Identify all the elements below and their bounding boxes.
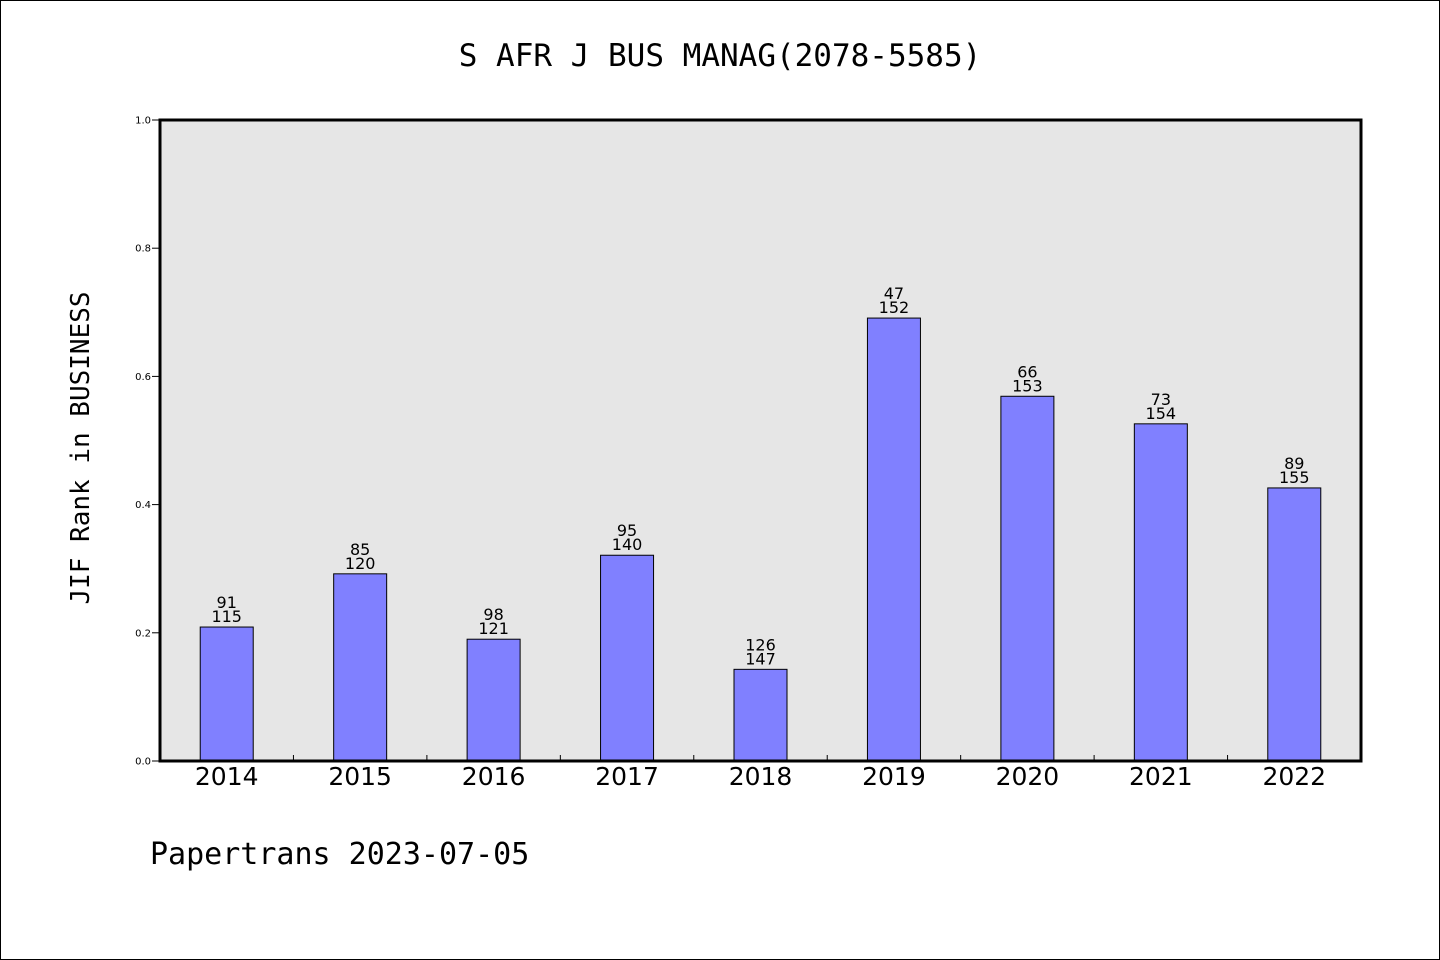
axis-ticks: 2014 2015 2016 2017 2018 2019 2020 2021 2022 0.0 0… <box>135 116 1326 792</box>
y-tick-label-0.6: 0.6 <box>135 372 151 383</box>
data-label-total-2014: 115 <box>211 607 242 626</box>
y-axis-label: JIF Rank in BUSINESS <box>66 291 96 604</box>
data-label-total-2018: 147 <box>745 649 776 668</box>
x-tick-label-2015: 2015 <box>328 762 392 791</box>
x-tick-label-2022: 2022 <box>1262 762 1326 791</box>
data-label-total-2017: 140 <box>612 535 643 554</box>
y-tick-label-0.0: 0.0 <box>135 757 151 768</box>
bar-2016 <box>466 638 521 762</box>
bar-2019 <box>866 317 921 762</box>
data-label-rank-2022: 89 <box>1284 454 1304 473</box>
y-tick-label-0.2: 0.2 <box>135 628 151 639</box>
bar-2014 <box>199 626 254 762</box>
bar-2017 <box>600 554 655 762</box>
x-tick-label-2017: 2017 <box>595 762 659 791</box>
data-label-rank-2017: 95 <box>617 521 637 540</box>
chart-title: S AFR J BUS MANAG(2078-5585) <box>459 38 982 74</box>
data-label-rank-2021: 73 <box>1151 390 1171 409</box>
x-tick-label-2019: 2019 <box>862 762 926 791</box>
bar-2021 <box>1133 423 1188 762</box>
data-labels: 9111585120981219514012614747152661537315… <box>211 284 1309 668</box>
data-label-rank-2014: 91 <box>217 593 237 612</box>
y-tick-label-0.4: 0.4 <box>135 500 151 511</box>
bar-2020 <box>1000 395 1055 762</box>
data-label-rank-2020: 66 <box>1017 362 1037 381</box>
bars-group <box>199 317 1322 762</box>
data-label-total-2016: 121 <box>478 619 509 638</box>
data-label-total-2022: 155 <box>1279 468 1310 487</box>
data-label-total-2020: 153 <box>1012 376 1043 395</box>
data-label-total-2019: 152 <box>879 298 910 317</box>
x-tick-label-2021: 2021 <box>1129 762 1193 791</box>
data-label-total-2015: 120 <box>345 554 376 573</box>
data-label-total-2021: 154 <box>1146 404 1177 423</box>
footer-text: Papertrans 2023-07-05 <box>150 837 529 872</box>
x-tick-label-2020: 2020 <box>996 762 1060 791</box>
x-tick-label-2016: 2016 <box>462 762 526 791</box>
data-label-rank-2015: 85 <box>350 540 370 559</box>
plot-border <box>158 118 1363 763</box>
data-label-rank-2016: 98 <box>483 605 503 624</box>
x-tick-label-2018: 2018 <box>729 762 793 791</box>
y-tick-label-0.8: 0.8 <box>135 244 151 255</box>
data-label-rank-2019: 47 <box>884 284 904 303</box>
bar-2018 <box>733 668 788 762</box>
x-tick-label-2014: 2014 <box>195 762 259 791</box>
data-label-rank-2018: 126 <box>745 635 776 654</box>
bar-2022 <box>1267 487 1322 762</box>
bar-2015 <box>333 573 388 762</box>
y-tick-label-1.0: 1.0 <box>135 116 151 127</box>
